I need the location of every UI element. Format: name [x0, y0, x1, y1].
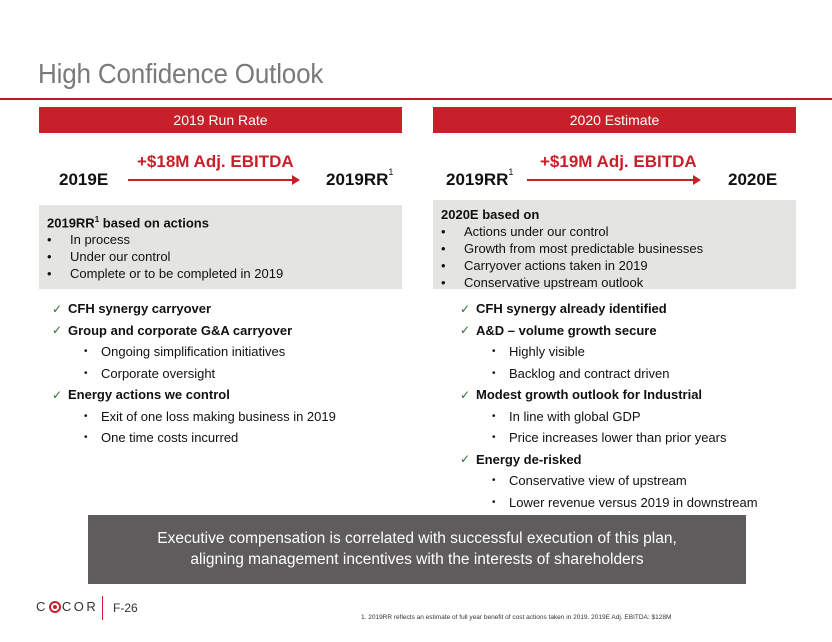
banner-line: Executive compensation is correlated wit…	[157, 530, 677, 547]
right-driver-list: ✓ CFH synergy already identified ✓ A&D – v…	[460, 298, 796, 513]
right-box-bullet: • Growth from most predictable businesses	[441, 241, 704, 256]
left-box-bullet: • Under our control	[47, 249, 171, 265]
footer-divider	[102, 596, 103, 620]
right-bridge-arrow	[527, 175, 701, 185]
footnote: 1. 2019RR reflects an estimate of full y…	[361, 614, 672, 621]
check-icon: ✓	[460, 452, 471, 467]
check-icon: ✓	[460, 387, 471, 402]
list-subitem: • In line with global GDP	[492, 408, 641, 424]
list-item: ✓ A&D – volume growth secure	[460, 322, 657, 338]
right-box-bullet: • Carryover actions taken in 2019	[441, 258, 648, 273]
left-column-header: 2019 Run Rate	[39, 107, 402, 133]
left-to-label: 2019RR1	[326, 167, 394, 189]
check-icon: ✓	[460, 323, 471, 338]
right-actions-box: 2020E based on • Actions under our contro…	[433, 200, 796, 290]
company-logo: C COR	[36, 599, 98, 614]
right-box-bullet: • Conservative upstream outlook	[441, 275, 644, 290]
left-from-label: 2019E	[59, 170, 109, 189]
left-box-bullet: • In process	[47, 232, 130, 248]
slide-title: High Confidence Outlook	[38, 58, 324, 89]
list-subitem: • Exit of one loss making business in 201…	[84, 408, 336, 424]
list-subitem: • Corporate oversight	[84, 365, 216, 381]
list-item: ✓ Group and corporate G&A carryover	[52, 322, 293, 338]
left-box-bullet: • Complete or to be completed in 2019	[47, 266, 284, 282]
left-actions-box: 2019RR1 based on actions • In process • Un…	[39, 205, 402, 289]
list-subitem: • Price increases lower than prior years	[492, 430, 727, 446]
list-subitem: • Ongoing simplification initiatives	[84, 344, 286, 360]
list-item: ✓ Energy actions we control	[52, 387, 230, 403]
left-box-heading: 2019RR1 based on actions	[47, 215, 209, 231]
page-number: F-26	[113, 601, 138, 615]
list-subitem: • One time costs incurred	[84, 430, 239, 446]
left-driver-list: ✓ CFH synergy carryover ✓ Group and corpor…	[52, 298, 402, 449]
left-delta-label: +$18M Adj. EBITDA	[137, 152, 294, 171]
left-bridge-arrow	[128, 175, 300, 185]
check-icon: ✓	[52, 323, 63, 338]
list-item: ✓ CFH synergy carryover	[52, 301, 212, 317]
right-to-label: 2020E	[728, 170, 778, 189]
check-icon: ✓	[52, 301, 63, 316]
list-subitem: • Highly visible	[492, 344, 585, 360]
right-box-bullet: • Actions under our control	[441, 224, 609, 239]
logo-text-c: C	[36, 599, 48, 614]
title-divider	[0, 98, 832, 100]
right-from-label: 2019RR1	[446, 167, 514, 189]
logo-text: COR	[61, 599, 99, 614]
right-box-heading: 2020E based on	[441, 207, 540, 222]
check-icon: ✓	[460, 301, 471, 316]
list-item: ✓ Energy de-risked	[460, 451, 582, 467]
right-delta-label: +$19M Adj. EBITDA	[540, 152, 697, 171]
list-subitem: • Backlog and contract driven	[492, 365, 670, 381]
banner-line: aligning management incentives with the …	[190, 551, 644, 568]
compensation-banner: Executive compensation is correlated wit…	[88, 515, 746, 584]
check-icon: ✓	[52, 387, 63, 402]
right-column-header: 2020 Estimate	[433, 107, 796, 133]
list-item: ✓ Modest growth outlook for Industrial	[460, 387, 703, 403]
logo-ring-icon	[48, 600, 61, 613]
list-subitem: • Lower revenue versus 2019 in downstream	[492, 494, 758, 510]
list-item: ✓ CFH synergy already identified	[460, 301, 667, 317]
list-subitem: • Conservative view of upstream	[492, 473, 687, 489]
